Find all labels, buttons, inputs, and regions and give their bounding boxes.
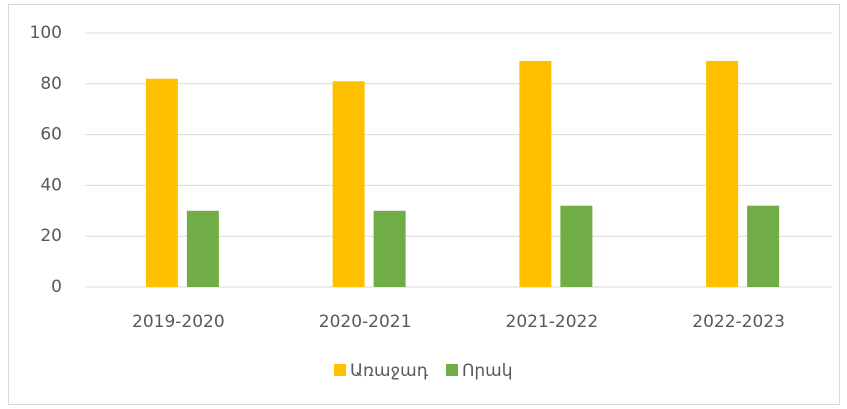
bar [747,205,780,287]
x-tick-label: 2019-2020 [132,312,225,332]
legend-swatch [445,364,458,376]
x-tick-label: 2022-2023 [692,312,785,332]
y-tick-label: 80 [40,74,62,94]
legend-swatch [334,364,346,376]
legend-label: Որակ [462,361,513,381]
bar [519,60,552,287]
y-tick-label: 20 [40,226,62,246]
y-tick-label: 40 [40,175,62,195]
bar [186,210,219,287]
y-tick-label: 100 [30,23,62,43]
y-tick-label: 60 [40,125,62,145]
x-tick-label: 2021-2022 [506,312,599,332]
bar [560,205,593,287]
bar [373,210,406,287]
bar [332,81,365,287]
bar [145,78,178,287]
bar [706,60,739,287]
y-tick-label: 0 [51,277,62,297]
legend-label: Առաջադ [350,361,429,381]
x-tick-label: 2020-2021 [319,312,412,332]
